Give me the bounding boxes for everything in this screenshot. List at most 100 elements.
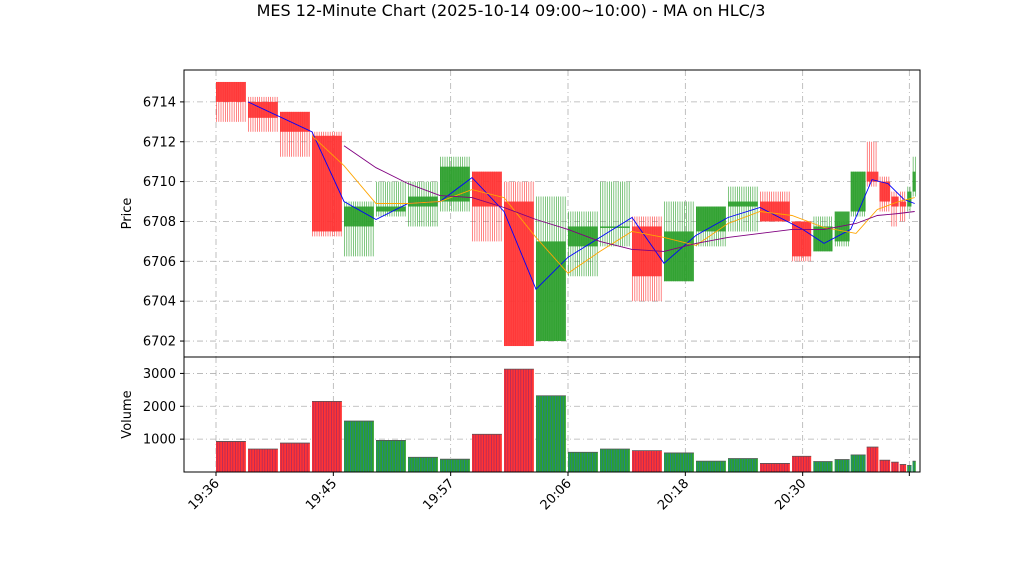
moving-average-line (343, 145, 915, 252)
volume-bar-fill (907, 465, 912, 472)
volume-bar (536, 395, 566, 472)
candle-body (760, 201, 790, 222)
up-candle (834, 211, 850, 247)
moving-average-lines (247, 101, 915, 290)
volume-bar (440, 458, 470, 472)
volume-bar-fill (792, 456, 812, 472)
down-candle (216, 81, 246, 122)
time-tick-label: 19:36 (186, 476, 223, 513)
volume-bar-fill (632, 450, 662, 472)
volume-bar (728, 458, 758, 472)
time-tick-label: 20:18 (655, 476, 692, 513)
volume-bar-fill (504, 369, 534, 472)
time-tick-label: 19:57 (420, 476, 457, 513)
volume-bar (834, 459, 850, 472)
volume-bar (899, 464, 907, 472)
down-candle (760, 191, 790, 222)
candle-body (866, 171, 879, 182)
volume-bar (792, 455, 812, 472)
up-candle (813, 216, 833, 252)
time-tick-label: 19:45 (303, 476, 340, 513)
down-candle (899, 191, 907, 222)
volume-bar-fill (850, 454, 866, 472)
volume-bar-fill (664, 452, 694, 472)
volume-bar-fill (280, 443, 310, 472)
volume-bar-fill (879, 460, 891, 472)
candle-body (912, 171, 916, 192)
volume-bar (312, 400, 342, 472)
down-candle (891, 191, 899, 227)
price-tick-label: 6702 (143, 335, 176, 350)
volume-bar-fill (728, 458, 758, 472)
volume-bar (248, 448, 278, 472)
volume-bar (891, 461, 899, 472)
price-tick-label: 6712 (143, 135, 176, 150)
volume-bar-fill (472, 434, 502, 472)
volume-tick-label: 1000 (143, 433, 176, 448)
volume-bar (376, 440, 406, 472)
candle-body (899, 201, 907, 207)
moving-average-line (311, 135, 915, 274)
up-candle (344, 201, 374, 257)
up-candle (600, 181, 630, 247)
price-tick-label: 6706 (143, 255, 176, 270)
volume-bar-fill (813, 461, 833, 472)
candle-body (536, 241, 566, 342)
volume-bar (632, 450, 662, 472)
chart-title: MES 12-Minute Chart (2025-10-14 09:00~10… (257, 1, 766, 20)
volume-bar (907, 465, 912, 472)
down-candle (504, 181, 534, 347)
candle-body (568, 226, 598, 247)
volume-bar (850, 454, 866, 472)
up-candle (536, 196, 566, 342)
volume-bar (879, 459, 891, 472)
candle-body (728, 201, 758, 207)
down-candle (312, 131, 342, 237)
volume-bar-fill (600, 449, 630, 472)
up-candle (568, 211, 598, 277)
price-tick-label: 6704 (143, 295, 176, 310)
volume-bar (408, 456, 438, 472)
price-tick-label: 6708 (143, 215, 176, 230)
volume-bar (760, 463, 790, 472)
price-tick-label: 6714 (143, 95, 176, 110)
volume-bar (472, 433, 502, 472)
volume-bar-fill (568, 452, 598, 472)
down-candle (792, 221, 812, 262)
volume-bar-fill (376, 440, 406, 472)
volume-bar-fill (216, 441, 246, 472)
down-candle (248, 96, 278, 132)
up-candle (664, 201, 694, 282)
up-candle (912, 156, 916, 197)
volume-bar-fill (696, 461, 726, 472)
price-axis-label: Price (120, 198, 135, 230)
time-tick-label: 20:06 (538, 476, 575, 513)
candle-body (408, 196, 438, 207)
volume-bar-fill (312, 401, 342, 472)
up-candle (728, 186, 758, 232)
down-candle (280, 111, 310, 157)
volume-bar (813, 461, 833, 472)
price-panel: 6702 6704 6706 6708 6710 6712 6714 Price (120, 69, 921, 358)
up-candle (440, 156, 470, 212)
volume-panel: 1000 2000 3000 Volume (120, 356, 921, 473)
volume-bar (866, 446, 879, 472)
volume-bar (344, 420, 374, 472)
moving-average-line (247, 101, 915, 290)
volume-tick-label: 2000 (143, 400, 176, 415)
volume-bar (912, 460, 916, 472)
volume-bar (216, 441, 246, 472)
candle-body (376, 206, 406, 212)
volume-bar-fill (344, 421, 374, 472)
price-bars (216, 81, 916, 347)
volume-axis-label: Volume (120, 390, 135, 438)
volume-bar (664, 452, 694, 472)
up-candle (850, 171, 866, 217)
up-candle (376, 181, 406, 217)
candle-body (472, 171, 502, 207)
volume-bars (216, 368, 916, 472)
volume-bar-fill (866, 447, 879, 472)
candle-body (600, 226, 630, 228)
up-candle (408, 181, 438, 227)
